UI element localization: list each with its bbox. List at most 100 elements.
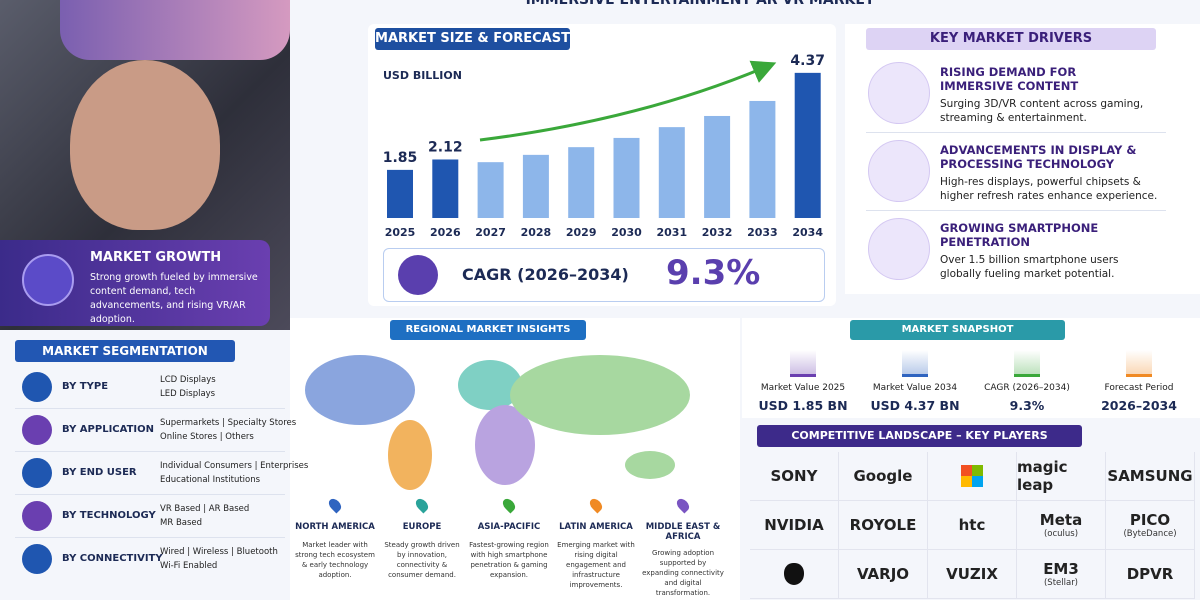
region-name: NORTH AMERICA xyxy=(295,522,375,532)
page-title: IMMERSIVE ENTERTAINMENT AR VR MARKET xyxy=(525,0,875,8)
cagr-value: 9.3% xyxy=(666,253,761,293)
snapshot-label: Forecast Period xyxy=(1104,383,1174,393)
player-logo: VARJO xyxy=(839,550,928,599)
player-name: SAMSUNG xyxy=(1107,467,1193,485)
driver-title: GROWING SMARTPHONE PENETRATION xyxy=(940,221,1099,249)
x-tick-label: 2032 xyxy=(702,226,733,239)
segment-value: Educational Institutions xyxy=(160,475,261,485)
player-logo: ROYOLE xyxy=(839,501,928,550)
segment-value: Online Stores | Others xyxy=(160,432,254,442)
divider xyxy=(15,537,285,538)
x-tick-label: 2027 xyxy=(475,226,506,239)
snapshot-title: MARKET SNAPSHOT xyxy=(850,320,1065,340)
cagr-box: CAGR (2026–2034) 9.3% xyxy=(383,248,825,302)
player-name: Google xyxy=(853,467,913,485)
snapshot-icon xyxy=(790,350,816,377)
bar xyxy=(477,162,504,218)
region-name: MIDDLE EAST & AFRICA xyxy=(645,522,721,542)
divider xyxy=(866,132,1166,133)
bar xyxy=(432,159,459,218)
bar xyxy=(522,154,549,218)
player-name: PICO xyxy=(1129,511,1171,529)
region-text: Emerging market with rising digital enga… xyxy=(557,541,635,589)
segment-label: BY CONNECTIVITY xyxy=(62,553,163,564)
divider xyxy=(866,210,1166,211)
divider xyxy=(15,451,285,452)
region-name: LATIN AMERICA xyxy=(559,522,633,532)
segmentation-title: MARKET SEGMENTATION xyxy=(15,340,235,362)
snapshot-icon xyxy=(1126,350,1152,377)
region-text: Fastest-growing region with high smartph… xyxy=(469,541,549,579)
x-tick-label: 2031 xyxy=(656,226,687,239)
player-logo: DPVR xyxy=(1106,550,1195,599)
growth-box: MARKET GROWTH Strong growth fueled by im… xyxy=(0,240,270,326)
segment-label: BY TYPE xyxy=(62,381,109,392)
value-label: 4.37 xyxy=(790,53,825,69)
europe-shape xyxy=(458,360,522,410)
segment-value: LCD Displays xyxy=(160,375,216,385)
driver-icon xyxy=(868,62,930,124)
competitive-title: COMPETITIVE LANDSCAPE – KEY PLAYERS xyxy=(757,425,1082,447)
segment-icon xyxy=(22,415,52,445)
value-label: 2.12 xyxy=(428,139,463,155)
growth-text: Strong growth fueled by immersive conten… xyxy=(90,272,258,325)
microsoft-logo xyxy=(961,465,983,487)
snapshot-value: 9.3% xyxy=(1009,398,1045,413)
drivers-title: KEY MARKET DRIVERS xyxy=(866,28,1156,50)
regional-title: REGIONAL MARKET INSIGHTS xyxy=(390,320,586,340)
player-logo: Meta (oculus) xyxy=(1017,501,1106,550)
player-logo xyxy=(928,452,1017,501)
region-text: Growing adoption supported by expanding … xyxy=(642,549,724,597)
oceania-shape xyxy=(625,451,675,479)
x-tick-label: 2026 xyxy=(430,226,461,239)
segment-value: VR Based | AR Based xyxy=(160,504,250,514)
player-logo: htc xyxy=(928,501,1017,550)
player-name: magic leap xyxy=(1017,458,1068,494)
player-logo: VUZIX xyxy=(928,550,1017,599)
divider xyxy=(15,408,285,409)
driver-title: RISING DEMAND FOR IMMERSIVE CONTENT xyxy=(940,65,1079,93)
player-sub: (Stellar) xyxy=(1043,578,1079,588)
asia-shape xyxy=(510,355,690,435)
bar xyxy=(794,72,821,218)
segment-label: BY TECHNOLOGY xyxy=(62,510,156,521)
segment-icon xyxy=(22,372,52,402)
segment-value: Wi-Fi Enabled xyxy=(160,561,218,571)
region-name: ASIA-PACIFIC xyxy=(477,522,541,532)
mea-shape xyxy=(475,405,535,485)
cagr-icon xyxy=(398,255,438,295)
player-logo: SAMSUNG xyxy=(1106,452,1195,501)
player-sub: (ByteDance) xyxy=(1123,529,1177,539)
snapshot-icon xyxy=(1014,350,1040,377)
x-tick-label: 2025 xyxy=(385,226,416,239)
segment-value: Supermarkets | Specialty Stores xyxy=(160,418,297,428)
player-logo: NVIDIA xyxy=(750,501,839,550)
bar xyxy=(658,127,685,218)
player-logo: Google xyxy=(839,452,928,501)
segment-value: Individual Consumers | Enterprises xyxy=(160,461,309,471)
snapshot-value: USD 4.37 BN xyxy=(870,398,960,413)
driver-text: Over 1.5 billion smartphone users global… xyxy=(940,254,1119,280)
bar xyxy=(749,100,776,218)
snapshot-value: 2026–2034 xyxy=(1101,398,1177,413)
driver-icon xyxy=(868,218,930,280)
cagr-label: CAGR (2026–2034) xyxy=(462,265,629,284)
snapshot-label: CAGR (2026–2034) xyxy=(984,383,1070,393)
snapshot-label: Market Value 2025 xyxy=(760,383,846,393)
bar xyxy=(387,169,413,218)
world-map xyxy=(305,355,690,490)
player-name: VUZIX xyxy=(946,565,998,583)
driver-title: ADVANCEMENTS IN DISPLAY & PROCESSING TEC… xyxy=(940,143,1137,171)
player-logo: SONY xyxy=(750,452,839,501)
bar xyxy=(568,147,595,218)
player-logo xyxy=(750,550,839,599)
unit-label: USD BILLION xyxy=(383,69,462,82)
vr-headset xyxy=(60,0,290,60)
x-tick-label: 2030 xyxy=(611,226,642,239)
driver-icon xyxy=(868,140,930,202)
growth-title: MARKET GROWTH xyxy=(90,250,222,265)
snapshot-icon xyxy=(902,350,928,377)
trend-arrow xyxy=(479,60,777,142)
segment-label: BY END USER xyxy=(62,467,137,478)
